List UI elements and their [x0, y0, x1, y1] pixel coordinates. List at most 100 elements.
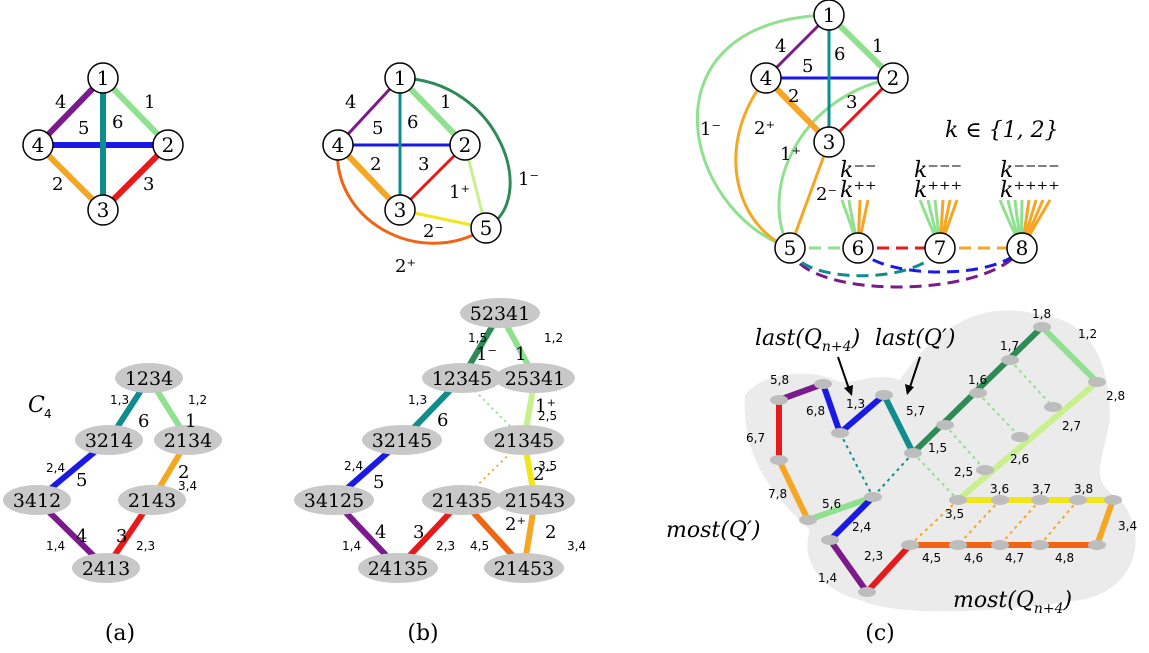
- annotations: last(Qn+4) last(Q′) most(Q′) most(Qn+4): [666, 326, 1072, 617]
- edge-small-label: 2,4: [852, 520, 871, 534]
- perm-node: [864, 492, 882, 502]
- perm-node: 3412: [3, 485, 71, 515]
- node-5: 5: [774, 232, 806, 264]
- node-5: 5: [470, 212, 502, 244]
- edge-label: 2⁺: [754, 118, 775, 139]
- perm-node: [991, 495, 1009, 505]
- edge-label: 5: [373, 472, 384, 493]
- edge-small-label: 7,8: [768, 487, 787, 501]
- edge-label: 1⁺: [780, 144, 801, 165]
- node-2: 2: [449, 129, 481, 161]
- edge-label: 6: [834, 44, 845, 65]
- node-1: 1: [87, 62, 119, 94]
- perm-node: 32145: [362, 425, 442, 455]
- cycle-label: C: [28, 393, 45, 418]
- edge-small-label: 1,4: [342, 539, 361, 553]
- edge-small-label: 4,5: [470, 539, 489, 553]
- svg-text:24135: 24135: [368, 558, 428, 580]
- edge-small-label: 1,2: [1078, 327, 1097, 341]
- svg-text:21453: 21453: [494, 558, 554, 580]
- node-4: 4: [322, 129, 354, 161]
- edge-label: 5: [372, 118, 383, 139]
- edge-label: 4: [375, 522, 386, 543]
- perm-node: [991, 540, 1009, 550]
- perm-node: [936, 420, 954, 430]
- node-3: 3: [813, 126, 845, 158]
- k-label: k⁻⁻⁻⁻: [1000, 158, 1060, 183]
- svg-text:1234: 1234: [125, 368, 173, 390]
- edge-small-label: 1,2: [188, 393, 207, 407]
- svg-text:32145: 32145: [372, 430, 432, 452]
- svg-text:4: 4: [760, 66, 773, 90]
- edge-small-label: 2,8: [1106, 389, 1125, 403]
- svg-text:52341: 52341: [470, 303, 530, 325]
- panel-c: 1 2 3 4 5 6 7 8 4 6 1 5 2 3 1⁻ 2⁺ 1⁺ 2⁻ …: [666, 0, 1137, 646]
- edge-label: 6: [112, 112, 123, 133]
- edge-label: 2⁺: [395, 256, 416, 277]
- svg-text:2: 2: [459, 133, 472, 157]
- arrow-head: [905, 384, 914, 395]
- perm-graph-c: 1,8 1,2 1,7 2,8 5,8 1,6 6,8 1,3 5,7 2,7 …: [746, 307, 1137, 597]
- panel-b: 1 2 3 4 5 4 1 5 6 2 3 1⁺ 1⁻ 2⁻ 2⁺: [294, 62, 586, 646]
- perm-node: [969, 388, 987, 398]
- edge-small-label: 3,4: [178, 479, 197, 493]
- perm-node: 3214: [75, 425, 143, 455]
- svg-text:1: 1: [394, 66, 407, 90]
- svg-text:21345: 21345: [494, 430, 554, 452]
- svg-text:2134: 2134: [164, 430, 212, 452]
- edge-label: 1⁺: [449, 182, 470, 203]
- perm-node: 2134: [154, 425, 222, 455]
- perm-node: [770, 455, 788, 465]
- edge-label: 3: [418, 154, 429, 175]
- edge-small-label: 3,7: [1032, 482, 1051, 496]
- perm-node: 21453: [484, 553, 564, 583]
- edge-small-label: 2,7: [1062, 419, 1081, 433]
- perm-node: [1069, 495, 1087, 505]
- edge-small-label: 2,5: [954, 465, 973, 479]
- edge-label: 2: [370, 154, 381, 175]
- svg-text:3: 3: [823, 130, 836, 154]
- svg-text:2413: 2413: [82, 558, 130, 580]
- edge-label: 1: [144, 92, 155, 113]
- edge-small-label: 3,6: [990, 482, 1009, 496]
- caption-c: (c): [865, 621, 895, 646]
- edge-label: 5: [802, 56, 813, 77]
- edge-small-label: 2,3: [864, 549, 883, 563]
- edge-label: 6: [437, 410, 448, 431]
- svg-text:1: 1: [823, 3, 836, 27]
- svg-text:2143: 2143: [128, 490, 176, 512]
- perm-node: 2143: [118, 485, 186, 515]
- last-qprime-label: last(Q′): [875, 326, 955, 351]
- graph-k5: 1 2 3 4 5 4 1 5 6 2 3 1⁺ 1⁻ 2⁻ 2⁺: [322, 62, 539, 277]
- edge-label: 5: [76, 470, 87, 491]
- edge-small-label: 2,3: [136, 539, 155, 553]
- region-background: [744, 310, 1136, 612]
- svg-text:3: 3: [394, 198, 407, 222]
- node-3: 3: [384, 194, 416, 226]
- edge-small-label: 4,5: [922, 551, 941, 565]
- perm-node: [901, 540, 919, 550]
- perm-node: [875, 390, 893, 400]
- edge-small-label: 1,4: [818, 571, 837, 585]
- perm-graph-b: 52341 12345 25341 32145 21345 34125 2143…: [294, 298, 586, 583]
- edge-small-label: 1,3: [110, 393, 129, 407]
- edge-small-label: 2,5: [538, 409, 557, 423]
- edge-label: 4: [55, 92, 66, 113]
- edge-label: 3: [846, 92, 857, 113]
- perm-node: [814, 379, 832, 389]
- perm-node: [1088, 377, 1106, 387]
- perm-node: 52341: [460, 298, 540, 328]
- node-4: 4: [750, 62, 782, 94]
- perm-node: 2413: [72, 553, 140, 583]
- node-8: 8: [1006, 232, 1038, 264]
- edge-label: 1: [185, 411, 196, 432]
- edge-small-label: 4,6: [964, 551, 983, 565]
- edge-label: 2⁻: [423, 221, 444, 242]
- k-label: k⁺⁺⁺⁺: [1000, 178, 1060, 203]
- k-set-label: k ∈ {1, 2}: [945, 118, 1059, 143]
- edge-label: 2: [178, 462, 189, 483]
- perm-node: 1234: [115, 363, 183, 393]
- last-q-label: last(Qn+4): [755, 326, 860, 355]
- svg-text:12345: 12345: [432, 368, 492, 390]
